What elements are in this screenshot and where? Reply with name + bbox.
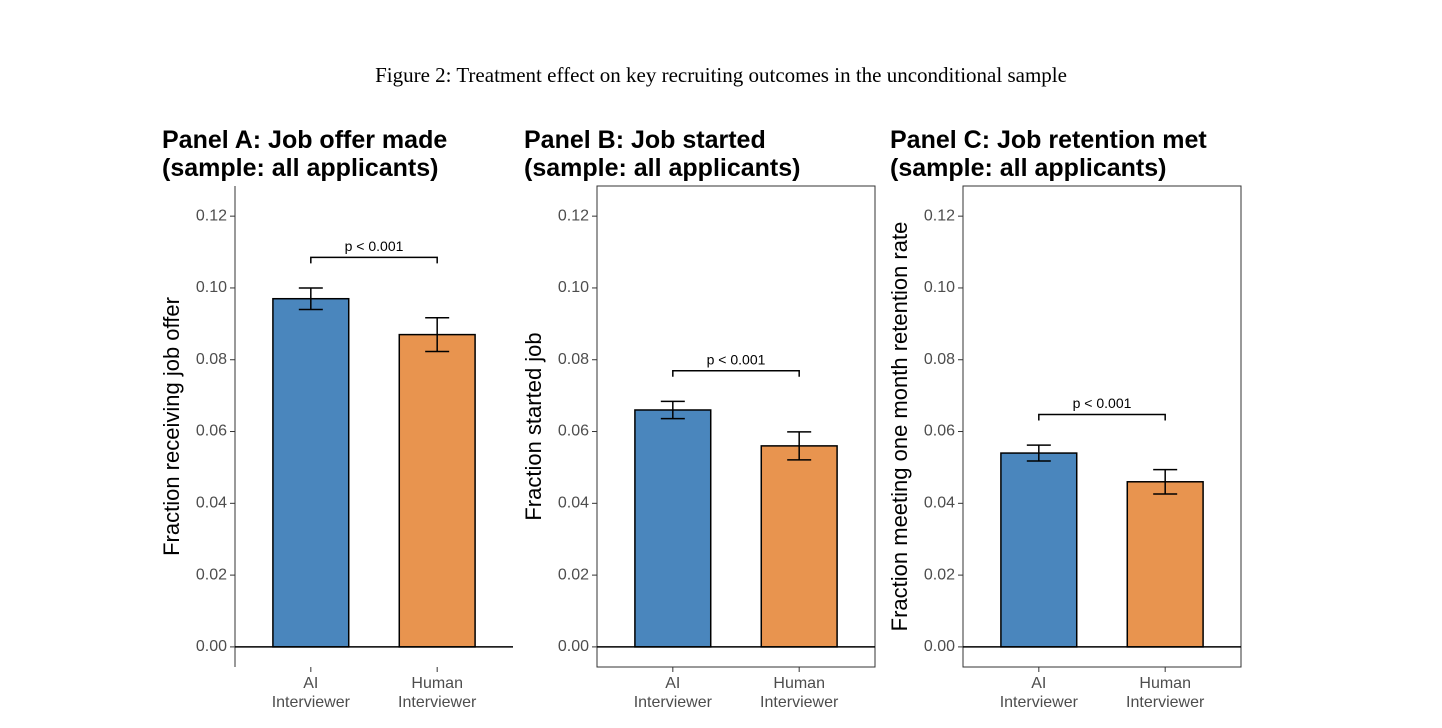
caption: Figure 2: Treatment effect on key recrui… <box>375 63 1067 87</box>
y-tick-label: 0.08 <box>558 351 589 368</box>
bar <box>1000 452 1078 648</box>
y-tick-label: 0.00 <box>558 638 589 655</box>
y-tick-label: 0.04 <box>196 495 227 512</box>
panel-title: (sample: all applicants) <box>524 154 800 182</box>
x-tick-label: AI Interviewer <box>634 675 713 711</box>
y-tick-label: 0.12 <box>558 207 589 224</box>
y-tick-label: 0.10 <box>558 279 589 296</box>
significance-bracket <box>1038 413 1166 421</box>
x-tick-label: Human Interviewer <box>760 675 839 711</box>
bar <box>398 333 476 648</box>
y-tick-label: 0.00 <box>924 638 955 655</box>
x-tick-label: Human Interviewer <box>1126 675 1205 711</box>
y-tick-label: 0.00 <box>196 638 227 655</box>
plot-frame <box>596 185 876 668</box>
y-axis-label: Fraction receiving job offer <box>159 297 184 556</box>
x-tick-label: AI Interviewer <box>1000 675 1079 711</box>
bar <box>272 297 350 648</box>
y-tick-label: 0.02 <box>924 566 955 583</box>
panel-title: Panel A: Job offer made <box>162 126 447 154</box>
y-tick-label: 0.04 <box>924 495 955 512</box>
plot-frame <box>962 185 1242 668</box>
significance-bracket <box>672 370 800 377</box>
x-tick-label: Human Interviewer <box>398 675 477 711</box>
panel-title: (sample: all applicants) <box>890 154 1166 182</box>
y-axis-label: Fraction started job <box>521 332 546 520</box>
y-tick-label: 0.04 <box>558 495 589 512</box>
bar <box>1126 481 1204 648</box>
panel-title: (sample: all applicants) <box>162 154 438 182</box>
bar <box>634 409 712 648</box>
significance-label: p < 0.001 <box>1073 395 1132 411</box>
x-tick-label: AI Interviewer <box>272 675 351 711</box>
y-tick-label: 0.06 <box>924 423 955 440</box>
panel-title: Panel B: Job started <box>524 126 766 154</box>
panel-title: Panel C: Job retention met <box>890 126 1207 154</box>
y-tick-label: 0.02 <box>196 566 227 583</box>
y-tick-label: 0.08 <box>924 351 955 368</box>
y-tick-label: 0.06 <box>558 423 589 440</box>
y-tick-label: 0.10 <box>196 279 227 296</box>
y-axis-label: Fraction meeting one month retention rat… <box>887 222 912 632</box>
y-tick-label: 0.02 <box>558 566 589 583</box>
y-tick-label: 0.12 <box>924 207 955 224</box>
y-tick-label: 0.10 <box>924 279 955 296</box>
y-tick-label: 0.12 <box>196 207 227 224</box>
y-tick-label: 0.08 <box>196 351 227 368</box>
y-tick-label: 0.06 <box>196 423 227 440</box>
significance-bracket <box>310 256 438 264</box>
bar <box>760 445 838 648</box>
significance-label: p < 0.001 <box>345 238 404 254</box>
significance-label: p < 0.001 <box>707 351 766 367</box>
